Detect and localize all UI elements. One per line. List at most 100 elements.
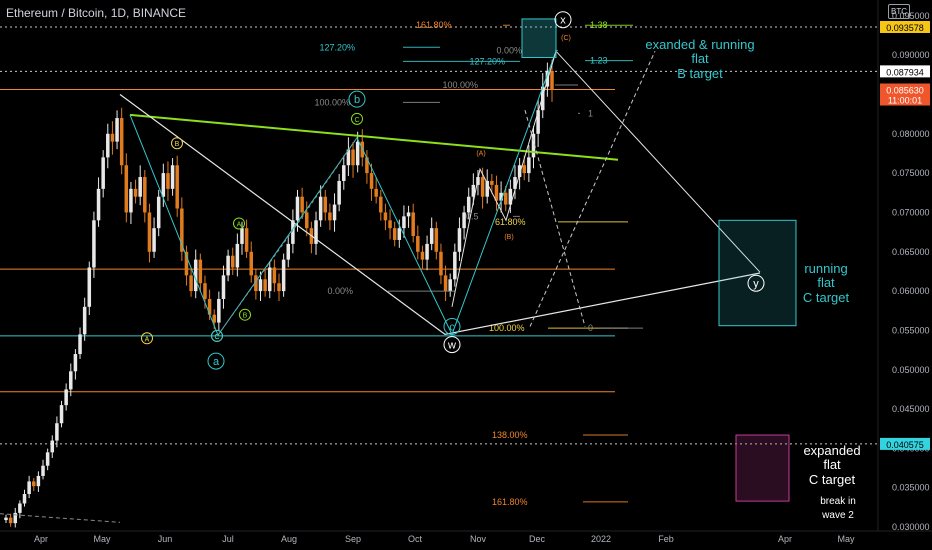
candle-body [300,196,304,213]
candle-body [550,70,554,90]
time-axis-tick: Dec [529,534,546,544]
candle-body [443,275,448,292]
candle-body [346,149,351,166]
candle-body [193,259,198,292]
candle-body [374,188,378,197]
candle-body [147,212,152,252]
candle-body [244,228,249,252]
fib-level-label: 100.00% [442,80,478,90]
price-axis-tick: 0.095000 [892,11,930,21]
green-trendline[interactable] [129,113,619,161]
price-axis-tick: 0.070000 [892,207,930,217]
candle-body [258,279,263,292]
chart-annotation: flat [691,51,709,66]
candle-body [4,517,8,521]
fib-level-label: 100.00% [489,323,525,333]
candle-body [180,208,184,252]
candle-body [184,251,189,276]
candle-body [392,228,397,240]
time-axis-tick: Aug [281,534,297,544]
time-axis-tick: Apr [34,534,48,544]
candle-body [379,196,383,213]
wave-label-circle [443,336,461,354]
fib-level-label: 161.80% [416,20,452,30]
price-axis-tick: 0.055000 [892,325,930,335]
candle-body [101,157,105,189]
fib-level-label: 138.00% [492,430,528,440]
wave-label: w [447,340,456,352]
price-badge-countdown: 11:00:01 [888,95,922,105]
wave-label: B [243,313,248,320]
time-axis-tick: May [93,534,111,544]
candle-body [217,298,221,323]
candle-body [73,354,78,372]
running-flat-c-target-box[interactable] [718,219,797,327]
candle-body [78,334,82,355]
candle-body [50,440,55,453]
candle-body [531,133,536,158]
chart-annotation: C target [809,472,856,487]
wave-label-circle [443,317,461,335]
candle-body [328,212,332,221]
candle-body [466,196,471,213]
candle-body [13,512,18,524]
wave-label-circle [747,274,765,292]
wave-label: C [354,117,359,124]
candle-body [18,503,22,513]
candle-body [212,314,216,323]
candle-body [351,149,355,166]
candle-body [517,165,522,178]
price-badge-value: 0.040575 [886,440,924,450]
candle-body [249,251,253,276]
wave-label: B [175,141,180,148]
candle-body [272,267,277,284]
chart-annotation: flat [817,275,835,290]
candle-body [133,188,138,197]
b-target-box[interactable] [521,18,557,58]
wave-label: x [560,15,566,27]
fib-level-label: 1.38 [590,20,608,30]
candle-body [263,279,267,292]
candle-body [27,481,31,495]
wave-label-circle [141,332,153,345]
expanded-flat-c-target-box[interactable] [735,434,790,502]
candle-body [124,165,129,213]
candle-body [152,228,156,252]
candle-body [203,283,207,299]
price-axis-tick: 0.045000 [892,404,930,414]
white-wxy-line[interactable] [119,93,761,335]
dashed-projection [524,110,586,327]
fib-level-label: 0.00% [327,286,353,296]
candle-body [369,173,374,189]
time-axis-tick: Oct [408,534,423,544]
candle-body [8,517,13,524]
time-axis-tick: Jul [222,534,234,544]
candle-body [318,196,323,221]
wave-label: (A) [476,151,485,158]
candle-body [429,228,434,244]
currency-badge[interactable]: BTC [888,4,910,19]
candle-body [69,371,73,390]
candle-body [513,177,517,189]
chart-annotation: C target [803,290,850,305]
fib-level-label: 127.20% [469,56,505,66]
symbol-title: Ethereum / Bitcoin, 1D, BINANCE [6,6,187,20]
wave-label: (C) [561,35,571,42]
candle-body [221,275,226,299]
candle-body [96,188,101,221]
time-axis-tick: Sep [345,534,361,544]
white-x-to-y-line[interactable] [451,50,761,307]
candle-body [32,481,36,487]
price-badge [880,83,930,106]
wave-label: C [214,334,219,341]
price-axis-tick: 0.050000 [892,365,930,375]
candle-body [457,228,462,252]
candle-body [420,251,425,260]
candle-body [471,184,476,197]
candle-body [434,228,439,252]
fib-level-label: 0 [588,323,593,333]
wave-label: a [213,356,220,368]
candle-body [291,220,295,244]
